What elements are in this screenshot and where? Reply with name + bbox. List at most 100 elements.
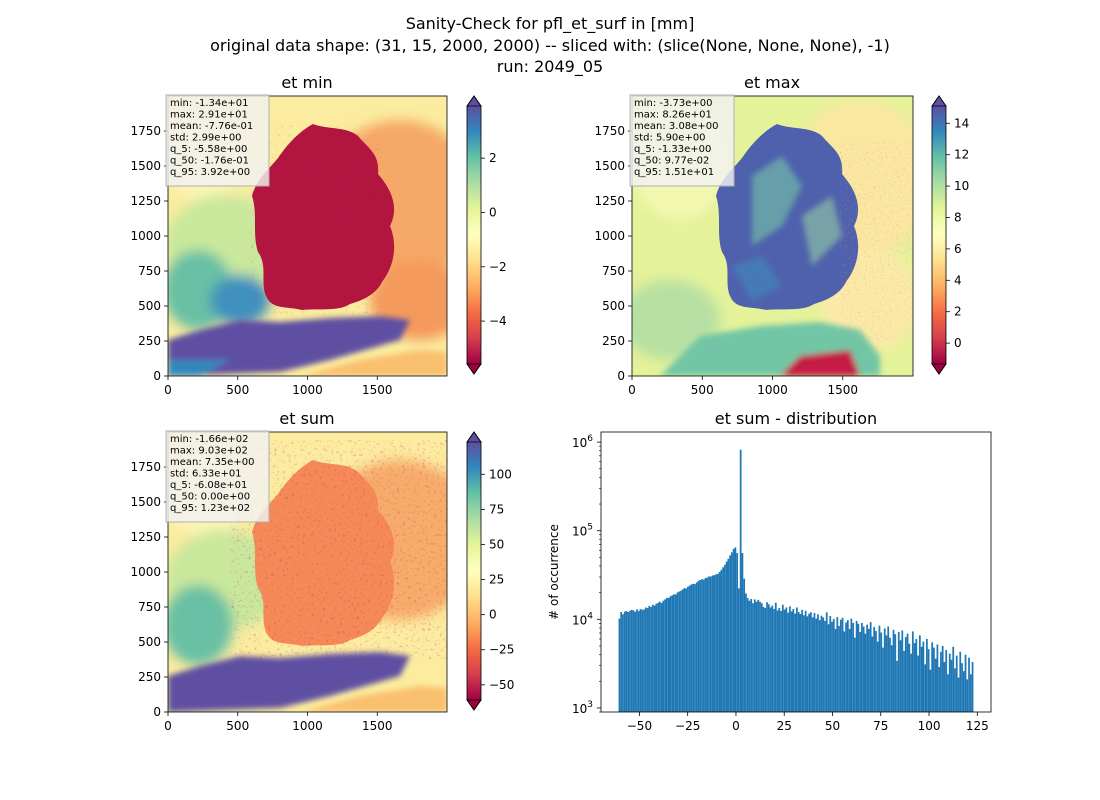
histogram-bar xyxy=(848,628,851,712)
stat-line: min: -1.34e+01 xyxy=(170,98,249,109)
heatmap-image xyxy=(168,96,447,376)
histogram-bar xyxy=(843,631,846,712)
histogram-bar xyxy=(629,610,631,712)
suptitle-line-2: original data shape: (31, 15, 2000, 2000… xyxy=(210,36,890,55)
histogram-bar xyxy=(910,653,912,712)
y-tick-label: 250 xyxy=(138,334,161,348)
histogram-bar xyxy=(862,626,865,712)
y-tick-label: 106 xyxy=(572,434,593,450)
histogram-bar xyxy=(832,618,835,712)
histogram-bar xyxy=(841,617,844,712)
histogram-bar xyxy=(803,615,805,712)
histogram-bar xyxy=(713,575,716,712)
histogram-bar xyxy=(913,643,916,712)
suptitle-line-3: run: 2049_05 xyxy=(497,57,603,77)
stat-line: max: 2.91e+01 xyxy=(170,110,248,121)
histogram-bar xyxy=(722,567,724,712)
histogram-bar xyxy=(817,614,819,712)
histogram-bar xyxy=(697,580,700,712)
x-tick-label: 75 xyxy=(873,719,888,733)
histogram-bar xyxy=(667,598,670,712)
histogram-bar xyxy=(952,646,955,712)
histogram-bar xyxy=(799,613,802,712)
histogram-bar xyxy=(890,645,893,712)
x-tick-label: 500 xyxy=(691,383,714,397)
histogram-bar xyxy=(827,624,830,712)
histogram-bar xyxy=(785,607,788,712)
x-tick-label: 0 xyxy=(628,383,636,397)
y-tick-label: 750 xyxy=(602,264,625,278)
histogram-bar xyxy=(838,626,840,712)
histogram-bar xyxy=(850,618,853,712)
histogram-bar xyxy=(855,620,858,712)
y-tick-label: 1500 xyxy=(130,159,161,173)
histogram-bar xyxy=(655,603,658,712)
histogram-bar xyxy=(801,609,804,712)
histogram-bar xyxy=(759,601,761,712)
y-tick-label: 1750 xyxy=(594,124,625,138)
histogram-bar xyxy=(824,620,826,712)
histogram-bar xyxy=(846,620,849,712)
y-axis-ticks: 103 104 105 106 xyxy=(572,434,601,716)
histogram-bar xyxy=(718,572,721,712)
x-tick-label: 125 xyxy=(966,719,989,733)
histogram-bar xyxy=(829,616,832,712)
histogram-bar xyxy=(971,661,974,712)
histogram-bar xyxy=(859,631,861,712)
colorbar-tick-label: −4 xyxy=(489,314,507,328)
histogram-bar xyxy=(723,564,726,712)
histogram-bar xyxy=(630,609,633,712)
histogram-bar xyxy=(680,590,682,712)
histogram-bar xyxy=(954,668,956,712)
histogram-bar xyxy=(637,611,640,712)
histogram-bar xyxy=(694,584,696,712)
x-axis-ticks: 0 500 1000 1500 xyxy=(628,376,858,397)
histogram-bar xyxy=(815,618,818,712)
plot-frame xyxy=(600,431,992,713)
y-tick-label: 1000 xyxy=(130,565,161,579)
histogram-bar xyxy=(644,607,647,712)
histogram-bar xyxy=(962,671,965,712)
histogram-bar xyxy=(866,624,869,712)
x-axis-ticks: −50 −25 0 25 50 75 100 125 xyxy=(627,712,989,733)
histogram-bar xyxy=(780,611,782,712)
histogram-bar xyxy=(868,628,870,712)
x-tick-label: 1000 xyxy=(292,383,323,397)
histogram-bar xyxy=(746,598,749,712)
panel-title: et max xyxy=(744,73,800,92)
x-axis-ticks: 0 500 1000 1500 xyxy=(164,376,393,397)
colorbar-tick-label: 4 xyxy=(954,273,962,287)
histogram-bar xyxy=(822,617,825,712)
histogram-bar xyxy=(618,618,621,712)
histogram-bar xyxy=(731,552,733,712)
histogram-bar xyxy=(674,594,677,712)
histogram-bar xyxy=(896,660,898,712)
histogram-bar xyxy=(969,674,972,712)
y-tick-label: 1250 xyxy=(130,530,161,544)
histogram-bar xyxy=(736,553,739,712)
histogram-bar xyxy=(925,638,928,712)
histogram-bar xyxy=(806,616,809,712)
histogram-bar xyxy=(658,601,661,712)
histogram-bar xyxy=(808,613,811,712)
stat-line: q_95: 3.92e+00 xyxy=(170,167,250,178)
histogram-bar xyxy=(911,631,914,712)
histogram-bar xyxy=(876,641,879,712)
colorbar-tick-label: 100 xyxy=(489,467,512,481)
histogram-bar xyxy=(945,650,948,712)
y-tick-label: 0 xyxy=(617,369,625,383)
histogram-bar xyxy=(933,647,935,712)
histogram-bar xyxy=(852,622,854,712)
stat-line: q_95: 1.51e+01 xyxy=(634,167,714,178)
histogram-bar xyxy=(897,631,900,712)
stat-line: q_50: 0.00e+00 xyxy=(170,492,250,503)
histogram-bar xyxy=(797,611,800,712)
histogram-bar xyxy=(920,646,923,712)
stat-line: mean: 3.08e+00 xyxy=(634,121,718,132)
histogram-bar xyxy=(811,617,814,712)
histogram-bar xyxy=(889,637,891,712)
histogram-bar xyxy=(752,603,754,712)
